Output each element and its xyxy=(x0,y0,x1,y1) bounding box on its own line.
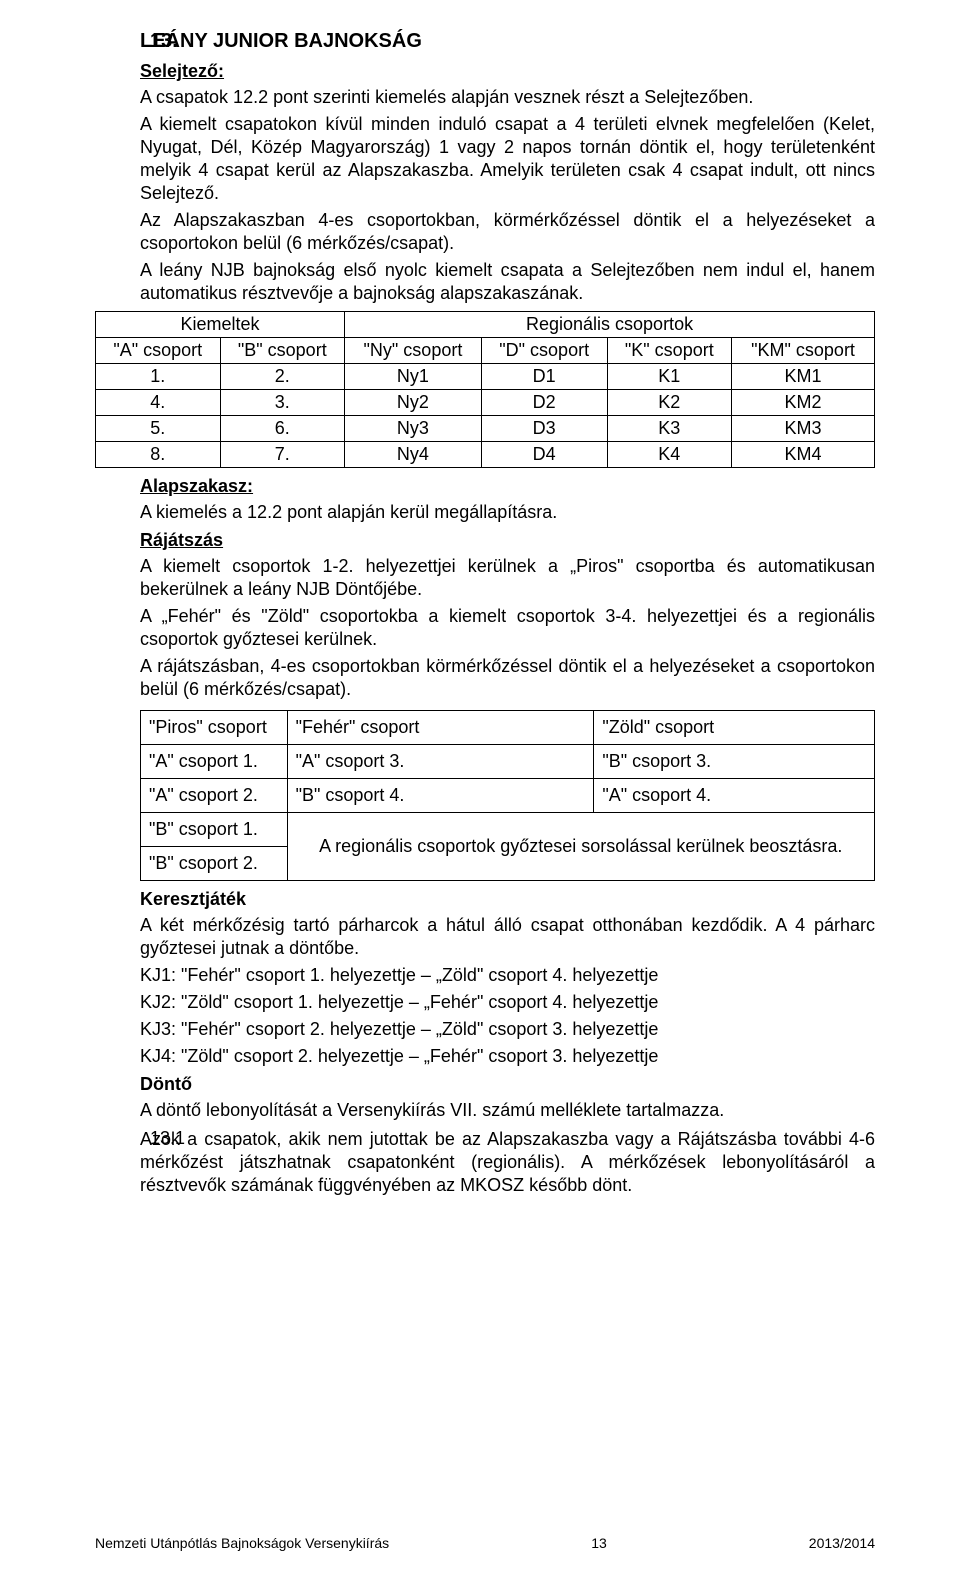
table-header-kiemeltek: Kiemeltek xyxy=(96,312,345,338)
cell: 7. xyxy=(220,442,345,468)
col-km: "KM" csoport xyxy=(732,338,875,364)
table-row: 1. 2. Ny1 D1 K1 KM1 xyxy=(96,364,875,390)
cell: "B" csoport 2. xyxy=(141,846,288,880)
cell: KM4 xyxy=(732,442,875,468)
col-b: "B" csoport xyxy=(220,338,345,364)
cell: 4. xyxy=(96,390,221,416)
page-footer: Nemzeti Utánpótlás Bajnokságok Versenyki… xyxy=(95,1535,875,1551)
selejtezo-block: Selejtező: A csapatok 12.2 pont szerinti… xyxy=(140,61,875,305)
section-title: LEÁNY JUNIOR BAJNOKSÁG xyxy=(140,30,422,52)
alapszakasz-block: Alapszakasz: A kiemelés a 12.2 pont alap… xyxy=(140,476,875,1121)
rajatszas-p3: A rájátszásban, 4-es csoportokban körmér… xyxy=(140,655,875,701)
cell: "B" csoport 1. xyxy=(141,812,288,846)
playoff-header-row: "Piros" csoport "Fehér" csoport "Zöld" c… xyxy=(141,710,875,744)
table-header-regionalis: Regionális csoportok xyxy=(345,312,875,338)
cell: K3 xyxy=(607,416,732,442)
cell: KM3 xyxy=(732,416,875,442)
kj4: KJ4: "Zöld" csoport 2. helyezettje – „Fe… xyxy=(140,1045,875,1068)
selejtezo-p1: A csapatok 12.2 pont szerinti kiemelés a… xyxy=(140,86,875,109)
kj2: KJ2: "Zöld" csoport 1. helyezettje – „Fe… xyxy=(140,991,875,1014)
cell: 1. xyxy=(96,364,221,390)
sub-13-1-number: 13.1 xyxy=(150,1128,185,1149)
cell: Ny4 xyxy=(345,442,482,468)
cell: KM1 xyxy=(732,364,875,390)
feher-header: "Fehér" csoport xyxy=(287,710,594,744)
rajatszas-p2: A „Fehér" és "Zöld" csoportokba a kiemel… xyxy=(140,605,875,651)
cell: 3. xyxy=(220,390,345,416)
cell: Ny1 xyxy=(345,364,482,390)
cell: "B" csoport 4. xyxy=(287,778,594,812)
selejtezo-heading: Selejtező: xyxy=(140,61,875,82)
cell: "B" csoport 3. xyxy=(594,744,875,778)
cell: KM2 xyxy=(732,390,875,416)
rajatszas-p1: A kiemelt csoportok 1-2. helyezettjei ke… xyxy=(140,555,875,601)
donto-p1: A döntő lebonyolítását a Versenykiírás V… xyxy=(140,1099,875,1122)
keresztjatek-heading: Keresztjáték xyxy=(140,889,875,910)
sub-13-1-text: Azok a csapatok, akik nem jutottak be az… xyxy=(140,1128,875,1197)
section-number: 13. xyxy=(150,30,178,53)
cell: "A" csoport 2. xyxy=(141,778,288,812)
selejtezo-p4: A leány NJB bajnokság első nyolc kiemelt… xyxy=(140,259,875,305)
cell: "A" csoport 1. xyxy=(141,744,288,778)
section-title-row: 13. LEÁNY JUNIOR BAJNOKSÁG xyxy=(95,30,875,53)
alapszakasz-heading: Alapszakasz: xyxy=(140,476,875,497)
cell: Ny3 xyxy=(345,416,482,442)
table-row: 8. 7. Ny4 D4 K4 KM4 xyxy=(96,442,875,468)
col-d: "D" csoport xyxy=(481,338,607,364)
footer-right: 2013/2014 xyxy=(809,1535,875,1551)
regional-merge-cell: A regionális csoportok győztesei sorsolá… xyxy=(287,812,874,880)
cell: K1 xyxy=(607,364,732,390)
kj1: KJ1: "Fehér" csoport 1. helyezettje – „Z… xyxy=(140,964,875,987)
cell: D2 xyxy=(481,390,607,416)
keresztjatek-p1: A két mérkőzésig tartó párharcok a hátul… xyxy=(140,914,875,960)
playoff-table: "Piros" csoport "Fehér" csoport "Zöld" c… xyxy=(140,710,875,881)
cell: 5. xyxy=(96,416,221,442)
cell: Ny2 xyxy=(345,390,482,416)
cell: D4 xyxy=(481,442,607,468)
table-row: 5. 6. Ny3 D3 K3 KM3 xyxy=(96,416,875,442)
kj3: KJ3: "Fehér" csoport 2. helyezettje – „Z… xyxy=(140,1018,875,1041)
selejtezo-p2: A kiemelt csapatokon kívül minden induló… xyxy=(140,113,875,205)
footer-center: 13 xyxy=(591,1535,607,1551)
col-a: "A" csoport xyxy=(96,338,221,364)
cell: D3 xyxy=(481,416,607,442)
playoff-row: "B" csoport 1. A regionális csoportok gy… xyxy=(141,812,875,846)
groups-table: Kiemeltek Regionális csoportok "A" csopo… xyxy=(95,311,875,468)
playoff-row: "A" csoport 2. "B" csoport 4. "A" csopor… xyxy=(141,778,875,812)
table-header-row-1: Kiemeltek Regionális csoportok xyxy=(96,312,875,338)
table-row: 4. 3. Ny2 D2 K2 KM2 xyxy=(96,390,875,416)
cell: D1 xyxy=(481,364,607,390)
cell: 2. xyxy=(220,364,345,390)
playoff-row: "A" csoport 1. "A" csoport 3. "B" csopor… xyxy=(141,744,875,778)
col-k: "K" csoport xyxy=(607,338,732,364)
table-header-row-2: "A" csoport "B" csoport "Ny" csoport "D"… xyxy=(96,338,875,364)
piros-header: "Piros" csoport xyxy=(141,710,288,744)
donto-heading: Döntő xyxy=(140,1074,875,1095)
cell: 6. xyxy=(220,416,345,442)
cell: 8. xyxy=(96,442,221,468)
sub-13-1-row: 13.1 Azok a csapatok, akik nem jutottak … xyxy=(95,1128,875,1197)
cell: K2 xyxy=(607,390,732,416)
col-ny: "Ny" csoport xyxy=(345,338,482,364)
cell: K4 xyxy=(607,442,732,468)
page: 13. LEÁNY JUNIOR BAJNOKSÁG Selejtező: A … xyxy=(0,0,960,1571)
cell: "A" csoport 4. xyxy=(594,778,875,812)
footer-left: Nemzeti Utánpótlás Bajnokságok Versenyki… xyxy=(95,1535,389,1551)
selejtezo-p3: Az Alapszakaszban 4-es csoportokban, kör… xyxy=(140,209,875,255)
rajatszas-heading: Rájátszás xyxy=(140,530,875,551)
alapszakasz-p1: A kiemelés a 12.2 pont alapján kerül meg… xyxy=(140,501,875,524)
cell: "A" csoport 3. xyxy=(287,744,594,778)
zold-header: "Zöld" csoport xyxy=(594,710,875,744)
